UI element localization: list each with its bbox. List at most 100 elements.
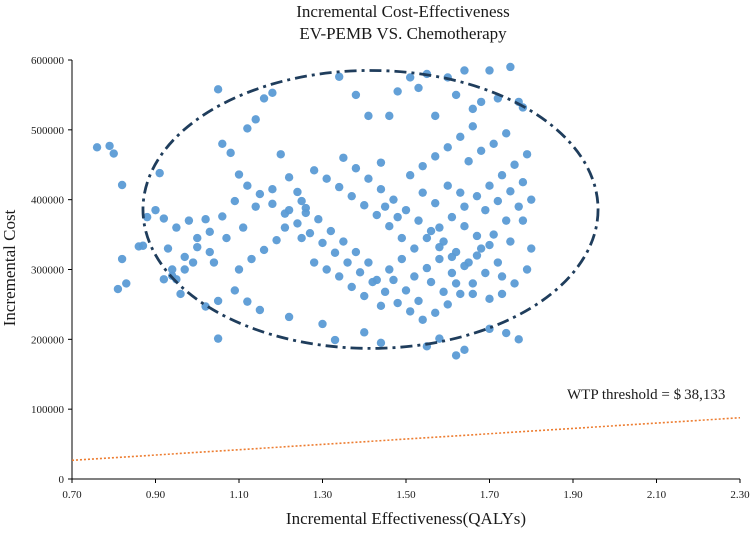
- data-point: [193, 242, 202, 252]
- confidence-ellipse: [141, 69, 600, 350]
- data-point: [355, 268, 365, 277]
- data-point: [234, 170, 244, 179]
- data-point: [443, 143, 452, 152]
- data-point: [284, 173, 294, 182]
- data-point: [460, 261, 469, 271]
- data-point: [335, 182, 344, 192]
- data-point: [435, 223, 444, 232]
- data-point: [347, 282, 356, 292]
- data-point: [243, 297, 252, 306]
- data-point: [418, 188, 427, 197]
- data-point: [476, 244, 486, 253]
- data-point: [385, 265, 394, 274]
- data-point: [335, 272, 344, 281]
- data-point: [514, 202, 523, 211]
- data-point: [497, 171, 507, 180]
- data-point: [159, 214, 169, 223]
- data-point: [251, 202, 260, 211]
- data-point: [376, 184, 386, 194]
- x-tick-label: 0.90: [146, 489, 166, 501]
- data-point: [447, 212, 457, 222]
- data-point: [330, 248, 340, 257]
- data-point: [163, 244, 173, 253]
- data-point: [293, 187, 302, 197]
- data-point: [105, 141, 114, 151]
- data-point: [259, 94, 269, 103]
- data-point: [201, 215, 210, 224]
- data-point: [460, 345, 469, 355]
- data-point: [522, 265, 532, 274]
- data-point: [268, 199, 277, 209]
- data-point: [451, 351, 461, 360]
- data-point: [243, 181, 252, 190]
- data-point: [435, 334, 444, 343]
- data-point: [493, 196, 503, 206]
- y-axis-title: Incremental Cost: [0, 209, 19, 326]
- x-tick-label: 1.70: [480, 489, 500, 501]
- data-point: [456, 132, 465, 142]
- data-point: [201, 302, 210, 311]
- data-point: [339, 237, 348, 246]
- y-tick-label: 200000: [31, 334, 65, 346]
- data-point: [318, 319, 327, 329]
- data-point: [380, 287, 390, 297]
- data-point: [502, 328, 511, 338]
- data-point: [443, 181, 452, 190]
- data-point: [351, 90, 361, 100]
- data-point: [397, 254, 407, 264]
- data-point: [418, 161, 427, 171]
- data-point: [213, 334, 223, 343]
- data-point: [218, 212, 227, 221]
- data-point: [117, 180, 127, 190]
- data-point: [393, 212, 402, 222]
- data-point: [485, 294, 494, 304]
- data-point: [364, 111, 373, 121]
- x-tick-label: 1.10: [229, 489, 249, 501]
- data-point: [238, 223, 248, 232]
- data-point: [456, 188, 465, 197]
- data-point: [180, 252, 189, 262]
- data-point: [272, 235, 281, 245]
- data-point: [122, 279, 131, 288]
- data-point: [213, 296, 223, 306]
- data-point: [251, 115, 260, 124]
- data-point: [322, 174, 331, 183]
- data-point: [476, 146, 486, 155]
- data-point: [339, 153, 348, 162]
- data-point: [518, 178, 528, 187]
- data-point: [431, 308, 440, 317]
- data-point: [468, 289, 477, 299]
- data-point: [497, 289, 507, 299]
- data-point: [318, 238, 327, 248]
- data-point: [326, 226, 336, 236]
- data-point: [489, 139, 498, 148]
- data-point: [397, 233, 407, 243]
- data-point: [485, 181, 494, 190]
- data-point: [368, 277, 377, 287]
- data-point: [205, 247, 214, 257]
- data-point: [439, 287, 448, 297]
- data-point: [151, 205, 160, 215]
- data-point: [393, 298, 402, 308]
- chart-title: Incremental Cost-Effectiveness: [296, 2, 510, 21]
- data-point: [188, 258, 198, 267]
- data-point: [168, 265, 177, 274]
- data-point: [343, 258, 352, 267]
- data-point: [389, 275, 398, 285]
- plot-area: 0 100000 200000 300000 400000 500000 600000 0.7…: [31, 55, 750, 501]
- data-point: [180, 265, 189, 274]
- data-point: [385, 222, 394, 231]
- data-point: [284, 205, 294, 215]
- data-point: [301, 203, 310, 213]
- data-point: [468, 279, 477, 288]
- y-tick-label: 300000: [31, 265, 65, 277]
- y-tick-label: 600000: [31, 55, 65, 67]
- data-point: [460, 222, 469, 231]
- data-point: [451, 279, 461, 288]
- data-point: [380, 202, 390, 211]
- data-point: [435, 254, 444, 264]
- data-point: [92, 143, 102, 152]
- data-point: [460, 66, 469, 75]
